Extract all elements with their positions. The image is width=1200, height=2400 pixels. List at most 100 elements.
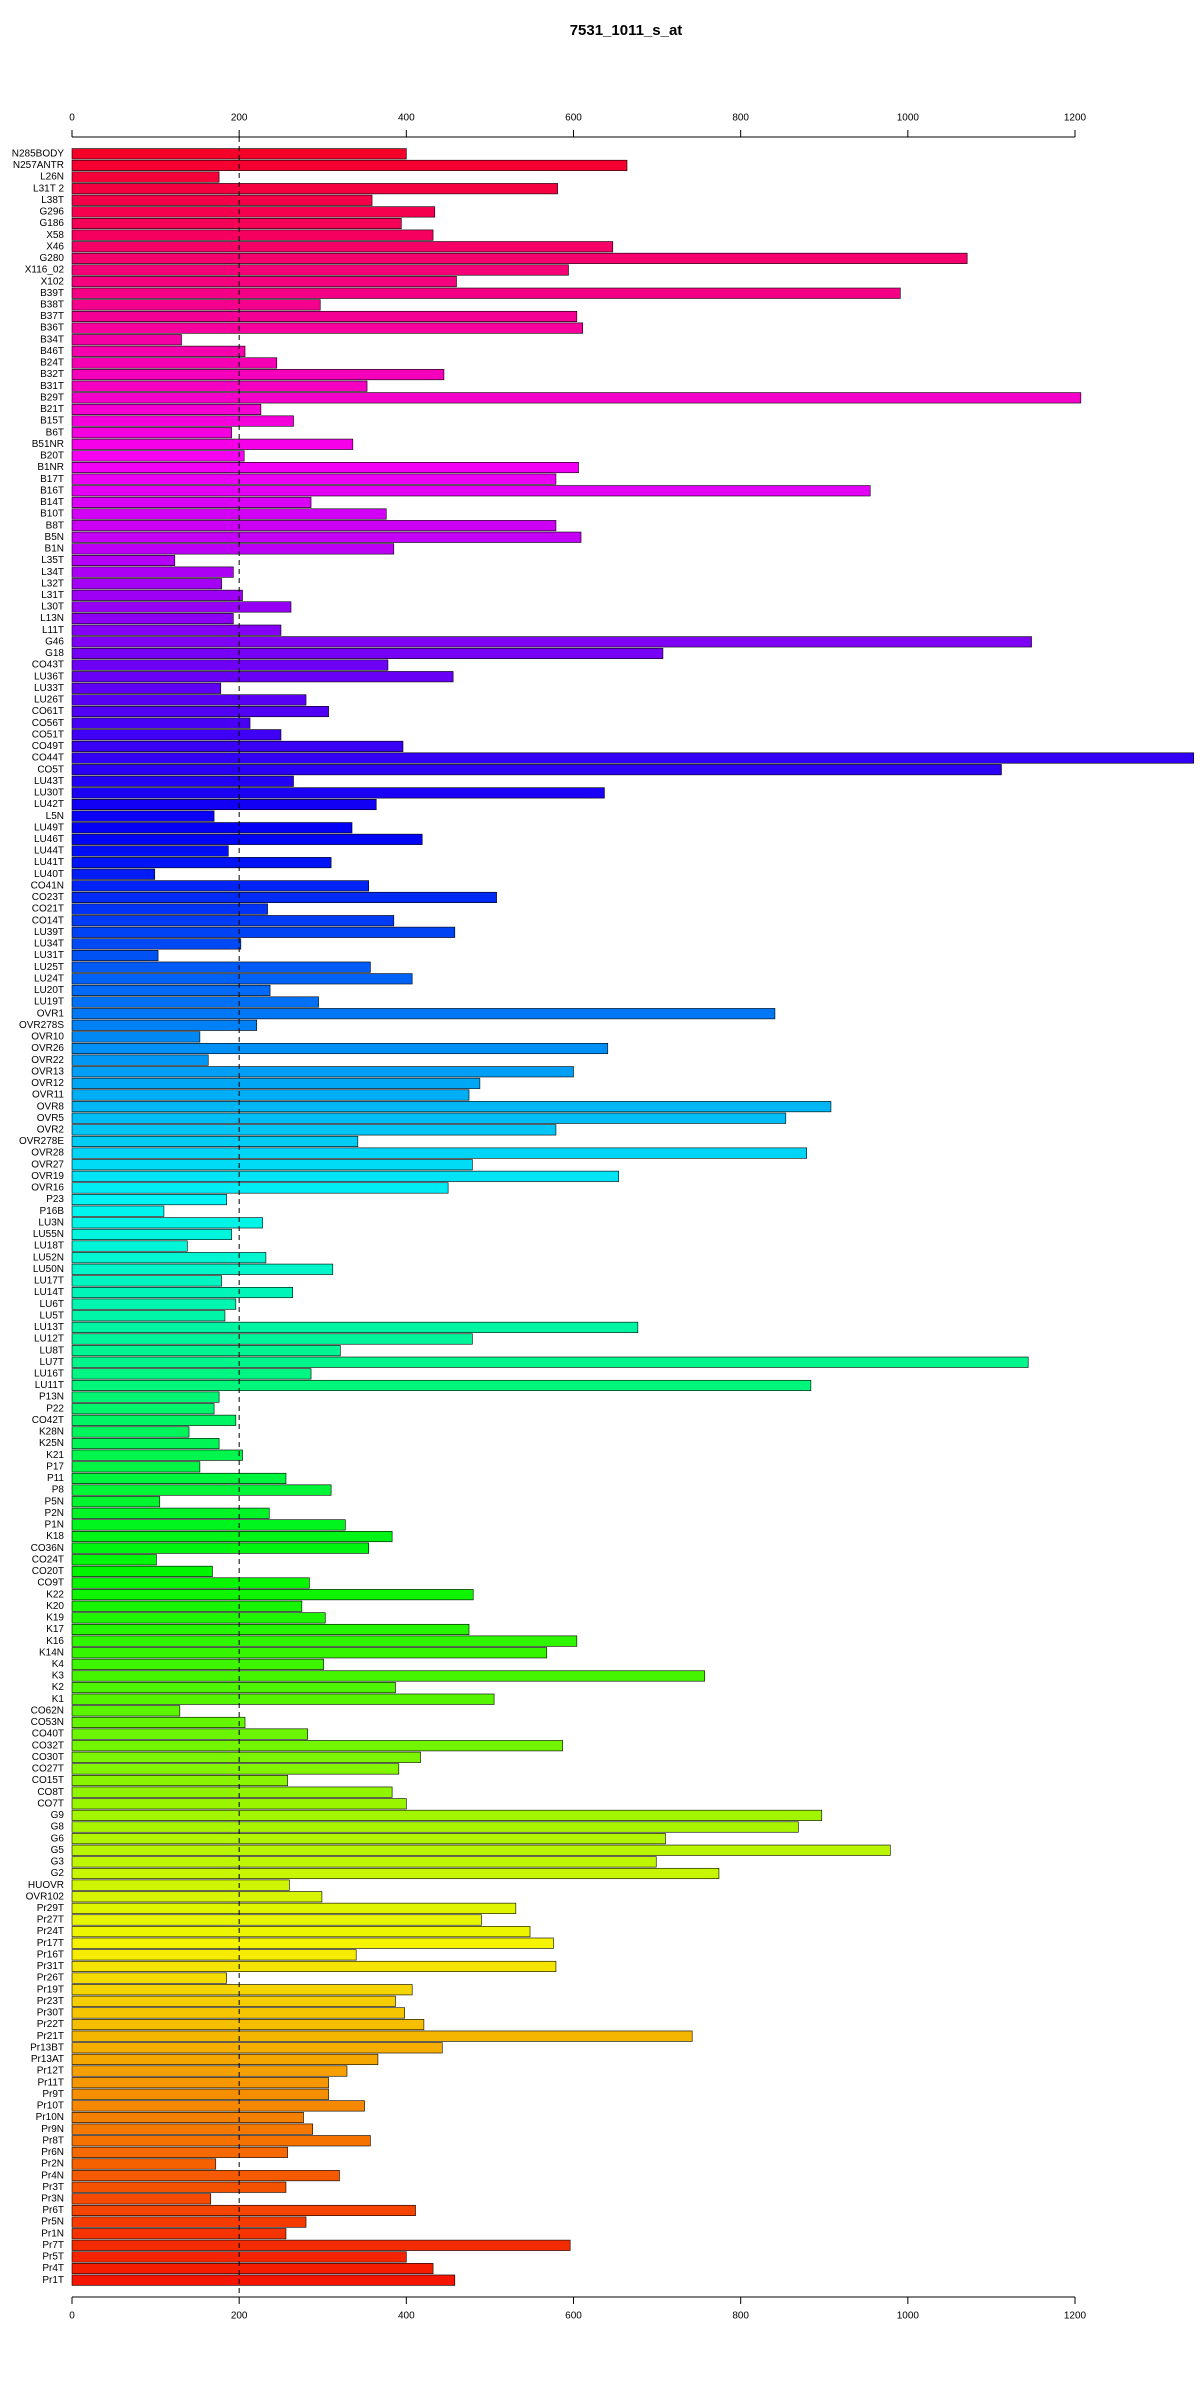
y-tick-label: K18 bbox=[46, 1531, 64, 1542]
y-tick-label: OVR11 bbox=[32, 1090, 64, 1101]
bar bbox=[71, 1531, 393, 1543]
bar bbox=[71, 1275, 222, 1287]
y-tick-label: LU39T bbox=[34, 927, 64, 938]
bar bbox=[71, 1414, 237, 1426]
bar bbox=[71, 1647, 548, 1659]
y-tick-label: Pr2N bbox=[41, 2159, 64, 2170]
bar bbox=[71, 984, 271, 996]
bar bbox=[71, 1333, 473, 1345]
bar bbox=[71, 2216, 307, 2228]
bar bbox=[71, 1182, 449, 1194]
y-tick-label: LU26T bbox=[34, 695, 64, 706]
y-tick-label: B38T bbox=[40, 300, 64, 311]
y-tick-label: CO61T bbox=[32, 706, 64, 717]
x-tick-label: 1000 bbox=[897, 2311, 920, 2322]
y-tick-label: B39T bbox=[40, 288, 64, 299]
bar bbox=[71, 1763, 400, 1775]
bar bbox=[71, 1844, 891, 1856]
y-tick-label: Pr29T bbox=[37, 1903, 64, 1914]
bar bbox=[71, 1542, 370, 1554]
y-tick-label: OVR27 bbox=[31, 1159, 64, 1170]
bar bbox=[71, 1716, 246, 1728]
bar bbox=[71, 2228, 287, 2240]
bar bbox=[71, 1856, 657, 1868]
y-tick-label: K20 bbox=[46, 1601, 64, 1612]
y-tick-label: B34T bbox=[40, 334, 64, 345]
bar bbox=[71, 1554, 157, 1566]
bar bbox=[71, 1937, 554, 1949]
y-tick-label: P2N bbox=[45, 1508, 64, 1519]
bar bbox=[71, 2019, 425, 2031]
x-tick-label: 200 bbox=[231, 2311, 248, 2322]
bar bbox=[71, 1786, 393, 1798]
y-tick-label: CO23T bbox=[32, 892, 64, 903]
bar bbox=[71, 438, 354, 450]
bar bbox=[71, 1589, 474, 1601]
y-tick-label: Pr30T bbox=[37, 2008, 64, 2019]
y-tick-label: P8 bbox=[52, 1485, 65, 1496]
bar bbox=[71, 996, 319, 1008]
y-tick-label: Pr13BT bbox=[30, 2042, 64, 2053]
x-tick-label: 1200 bbox=[1064, 2311, 1087, 2322]
bar bbox=[71, 822, 353, 834]
y-tick-label: B5N bbox=[45, 532, 64, 543]
y-tick-label: CO27T bbox=[32, 1764, 64, 1775]
y-tick-label: LU17T bbox=[34, 1276, 64, 1287]
y-tick-label: L31T bbox=[41, 590, 64, 601]
bar bbox=[71, 531, 582, 543]
bar bbox=[71, 2158, 217, 2170]
bar bbox=[71, 322, 583, 334]
y-tick-label: B51NR bbox=[32, 439, 64, 450]
bar bbox=[71, 1600, 303, 1612]
bar bbox=[71, 496, 312, 508]
bar bbox=[71, 287, 901, 299]
y-tick-label: P17 bbox=[46, 1461, 64, 1472]
y-tick-label: G296 bbox=[40, 207, 65, 218]
bar bbox=[71, 369, 445, 381]
x-tick-label: 1200 bbox=[1064, 113, 1087, 124]
bar bbox=[71, 415, 294, 427]
y-tick-label: CO30T bbox=[32, 1752, 64, 1763]
y-tick-label: Pr23T bbox=[37, 1996, 64, 2007]
bar bbox=[71, 1682, 396, 1694]
y-tick-label: CO62N bbox=[31, 1705, 64, 1716]
bar bbox=[71, 682, 222, 694]
y-tick-label: LU11T bbox=[35, 1380, 64, 1391]
y-tick-label: CO21T bbox=[32, 904, 64, 915]
y-tick-label: LU33T bbox=[34, 683, 64, 694]
y-tick-label: G9 bbox=[51, 1810, 65, 1821]
bar bbox=[71, 1310, 226, 1322]
y-tick-label: K19 bbox=[46, 1613, 64, 1624]
y-tick-label: Pr11T bbox=[38, 2077, 65, 2088]
bar bbox=[71, 1356, 1029, 1368]
bar bbox=[71, 1286, 293, 1299]
y-tick-label: L13N bbox=[40, 613, 64, 624]
y-tick-label: LU6T bbox=[40, 1299, 64, 1310]
bar bbox=[71, 1472, 287, 1484]
y-tick-label: P22 bbox=[46, 1403, 64, 1414]
bar bbox=[71, 1623, 470, 1636]
bar bbox=[71, 1565, 213, 1577]
bar bbox=[71, 1368, 312, 1380]
bar bbox=[71, 1484, 332, 1496]
bar bbox=[71, 1031, 201, 1043]
y-tick-label: OVR19 bbox=[31, 1171, 64, 1182]
bar bbox=[71, 2146, 288, 2158]
y-tick-label: G46 bbox=[45, 636, 64, 647]
y-tick-label: CO40T bbox=[32, 1729, 64, 1740]
y-tick-label: Pr26T bbox=[37, 1973, 64, 1984]
y-tick-label: B16T bbox=[40, 485, 64, 496]
bar bbox=[71, 891, 497, 903]
y-tick-label: Pr9T bbox=[42, 2089, 64, 2100]
y-tick-label: CO51T bbox=[32, 729, 64, 740]
y-tick-label: OVR22 bbox=[31, 1055, 64, 1066]
bar bbox=[71, 520, 557, 532]
bar bbox=[71, 833, 423, 845]
bar bbox=[71, 624, 282, 636]
y-tick-label: Pr22T bbox=[37, 2019, 64, 2030]
bar bbox=[71, 2007, 405, 2019]
y-tick-label: CO8T bbox=[37, 1787, 64, 1798]
bar bbox=[71, 1391, 220, 1403]
x-tick-label: 600 bbox=[565, 113, 582, 124]
